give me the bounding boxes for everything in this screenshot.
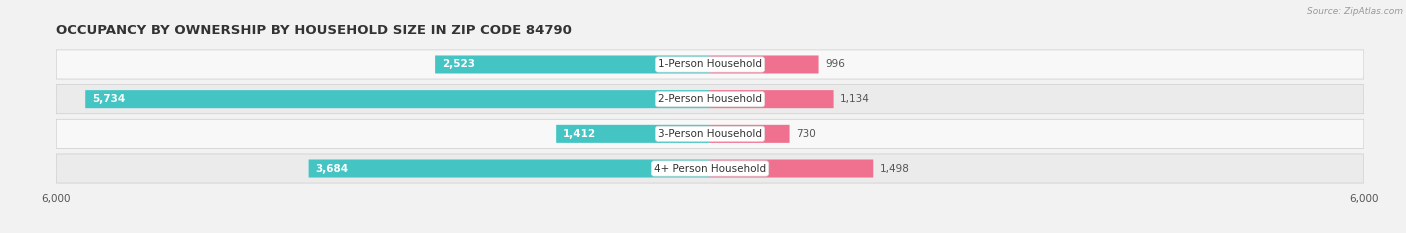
FancyBboxPatch shape — [710, 160, 873, 178]
FancyBboxPatch shape — [56, 50, 1364, 79]
FancyBboxPatch shape — [557, 125, 710, 143]
FancyBboxPatch shape — [56, 154, 1364, 183]
Text: 996: 996 — [825, 59, 845, 69]
Text: 1,498: 1,498 — [880, 164, 910, 174]
FancyBboxPatch shape — [86, 90, 710, 108]
Text: Source: ZipAtlas.com: Source: ZipAtlas.com — [1308, 7, 1403, 16]
Text: OCCUPANCY BY OWNERSHIP BY HOUSEHOLD SIZE IN ZIP CODE 84790: OCCUPANCY BY OWNERSHIP BY HOUSEHOLD SIZE… — [56, 24, 572, 37]
Text: 1,412: 1,412 — [562, 129, 596, 139]
Text: 2-Person Household: 2-Person Household — [658, 94, 762, 104]
Text: 4+ Person Household: 4+ Person Household — [654, 164, 766, 174]
Text: 730: 730 — [796, 129, 815, 139]
Text: 1,134: 1,134 — [841, 94, 870, 104]
FancyBboxPatch shape — [710, 90, 834, 108]
Text: 2,523: 2,523 — [441, 59, 475, 69]
Text: 3-Person Household: 3-Person Household — [658, 129, 762, 139]
Text: 5,734: 5,734 — [91, 94, 125, 104]
Text: 1-Person Household: 1-Person Household — [658, 59, 762, 69]
FancyBboxPatch shape — [308, 160, 710, 178]
FancyBboxPatch shape — [56, 85, 1364, 114]
FancyBboxPatch shape — [434, 55, 710, 73]
FancyBboxPatch shape — [56, 119, 1364, 148]
Text: 3,684: 3,684 — [315, 164, 349, 174]
FancyBboxPatch shape — [710, 55, 818, 73]
FancyBboxPatch shape — [710, 125, 790, 143]
